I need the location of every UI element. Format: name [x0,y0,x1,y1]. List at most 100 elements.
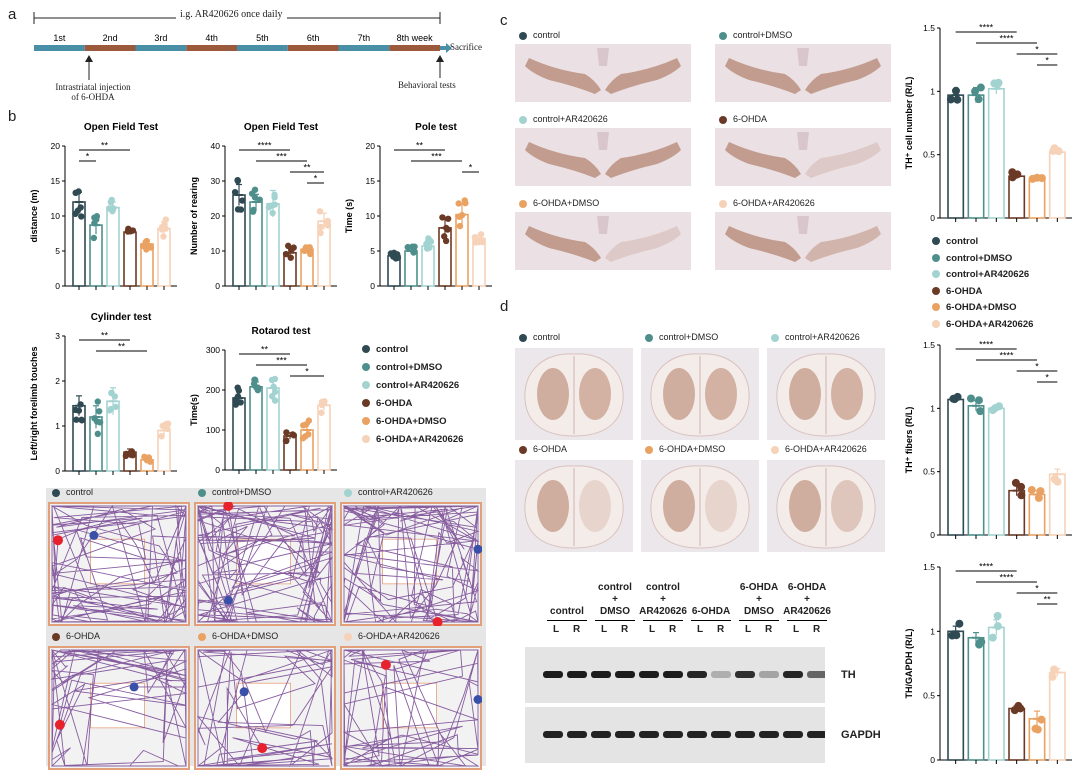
legend-swatch [932,270,940,279]
data-point [287,254,294,261]
y-tick-label: 1 [930,403,935,413]
bar [947,398,965,536]
trace-cell: 6-OHDA [48,631,190,774]
y-tick-label: 1.5 [923,562,935,572]
legend-label: control [376,344,409,355]
data-point [234,177,242,185]
data-point [317,223,325,231]
trace-end-point [89,530,99,540]
y-tick-label: 1 [930,626,935,636]
section-label-text: 6-OHDA+DMSO [533,198,600,208]
data-point [290,432,298,439]
striatum-label: control [519,332,560,342]
data-point [94,430,102,438]
lane-label: R [669,624,677,635]
protein-band [807,731,825,738]
striatum-left [789,368,821,420]
data-point [91,415,98,422]
trace-cell: control+AR420626 [340,487,482,630]
section-label-text: 6-OHDA+AR420626 [733,198,815,208]
chart-title: Pole test [415,122,457,133]
protein-band [687,731,707,738]
significance-label: **** [979,562,994,572]
data-point [988,633,997,642]
striatum-label: control+DMSO [645,332,718,342]
legend-label: 6-OHDA+AR420626 [376,434,464,445]
data-point [112,403,119,411]
trace-start-point [53,535,63,546]
data-point [237,399,244,406]
striatum-label-swatch [645,445,653,454]
bar [987,407,1005,536]
section-label-swatch [519,31,527,40]
blot-header-line: + [804,594,810,605]
y-tick-label: 15 [51,176,61,186]
striatum-left [663,368,695,420]
section-label: control+DMSO [719,30,792,40]
trace-grid: control control+DMSO control+AR420626 6-OHD… [46,487,486,770]
midline [797,216,809,234]
timeline-segment [135,45,187,51]
trace-start-point [380,659,391,670]
data-point [1037,174,1046,183]
band-label: TH [841,669,856,681]
band-label: GAPDH [841,729,881,741]
midline [797,48,809,66]
legend-swatch [932,303,940,312]
data-point [265,204,273,211]
data-point [147,244,155,251]
chart-th-fibers: 00.511.5TH⁺ fibers (R/L)********** [904,340,1072,540]
legend-label: 6-OHDA+DMSO [376,416,447,427]
striatum-label-text: 6-OHDA+DMSO [659,444,726,454]
behavior-arrowhead [436,55,444,62]
y-tick-label: 0 [930,755,935,765]
th-stained-section [515,212,691,270]
data-point [993,611,1002,620]
week-label: 4th [205,33,218,43]
protein-band [591,671,611,678]
data-point [471,234,479,241]
open-field-trace [340,646,482,770]
legend-swatch [932,237,940,246]
legend-swatch [362,435,370,444]
data-point [425,235,432,242]
data-point [955,619,964,628]
legend-swatch [932,319,940,328]
th-stained-section [515,44,691,102]
striatum-image-grid: control control+DMSO control+AR420626 6-OHD… [515,330,895,562]
trace-cell: 6-OHDA+DMSO [194,631,336,774]
legend-item: control+DMSO [932,253,1033,270]
striatum-left [663,480,695,532]
section-label: control+AR420626 [519,114,608,124]
data-point [290,244,297,251]
trace-label-text: control+DMSO [212,487,272,497]
significance-label: **** [999,573,1014,583]
striatum-label-text: control+AR420626 [785,332,860,342]
bar [947,94,965,219]
data-point [319,398,326,406]
striatum-label-text: 6-OHDA+AR420626 [785,444,867,454]
legend-item: control [362,344,463,362]
legend-label: control+DMSO [376,362,443,373]
blot-group-underline [595,620,635,621]
blot-header-line: + [756,594,762,605]
significance-label: *** [431,152,442,162]
data-point [139,242,147,250]
th-stained-section [715,44,891,102]
section-label-swatch [519,199,527,208]
protein-band [735,671,755,678]
y-tick-label: 0 [930,530,935,540]
significance-label: * [305,367,309,377]
trace-label-swatch [198,632,206,641]
significance-label: ** [118,342,126,352]
data-point [106,407,113,414]
y-tick-label: 10 [366,211,376,221]
y-axis-label: Time(s) [189,394,199,426]
data-point [125,227,132,234]
blot-group-header: control [537,582,597,618]
legend-swatch [362,399,370,408]
y-tick-label: 1 [930,86,935,96]
open-field-trace [48,646,190,770]
legend-label: 6-OHDA [376,398,413,409]
